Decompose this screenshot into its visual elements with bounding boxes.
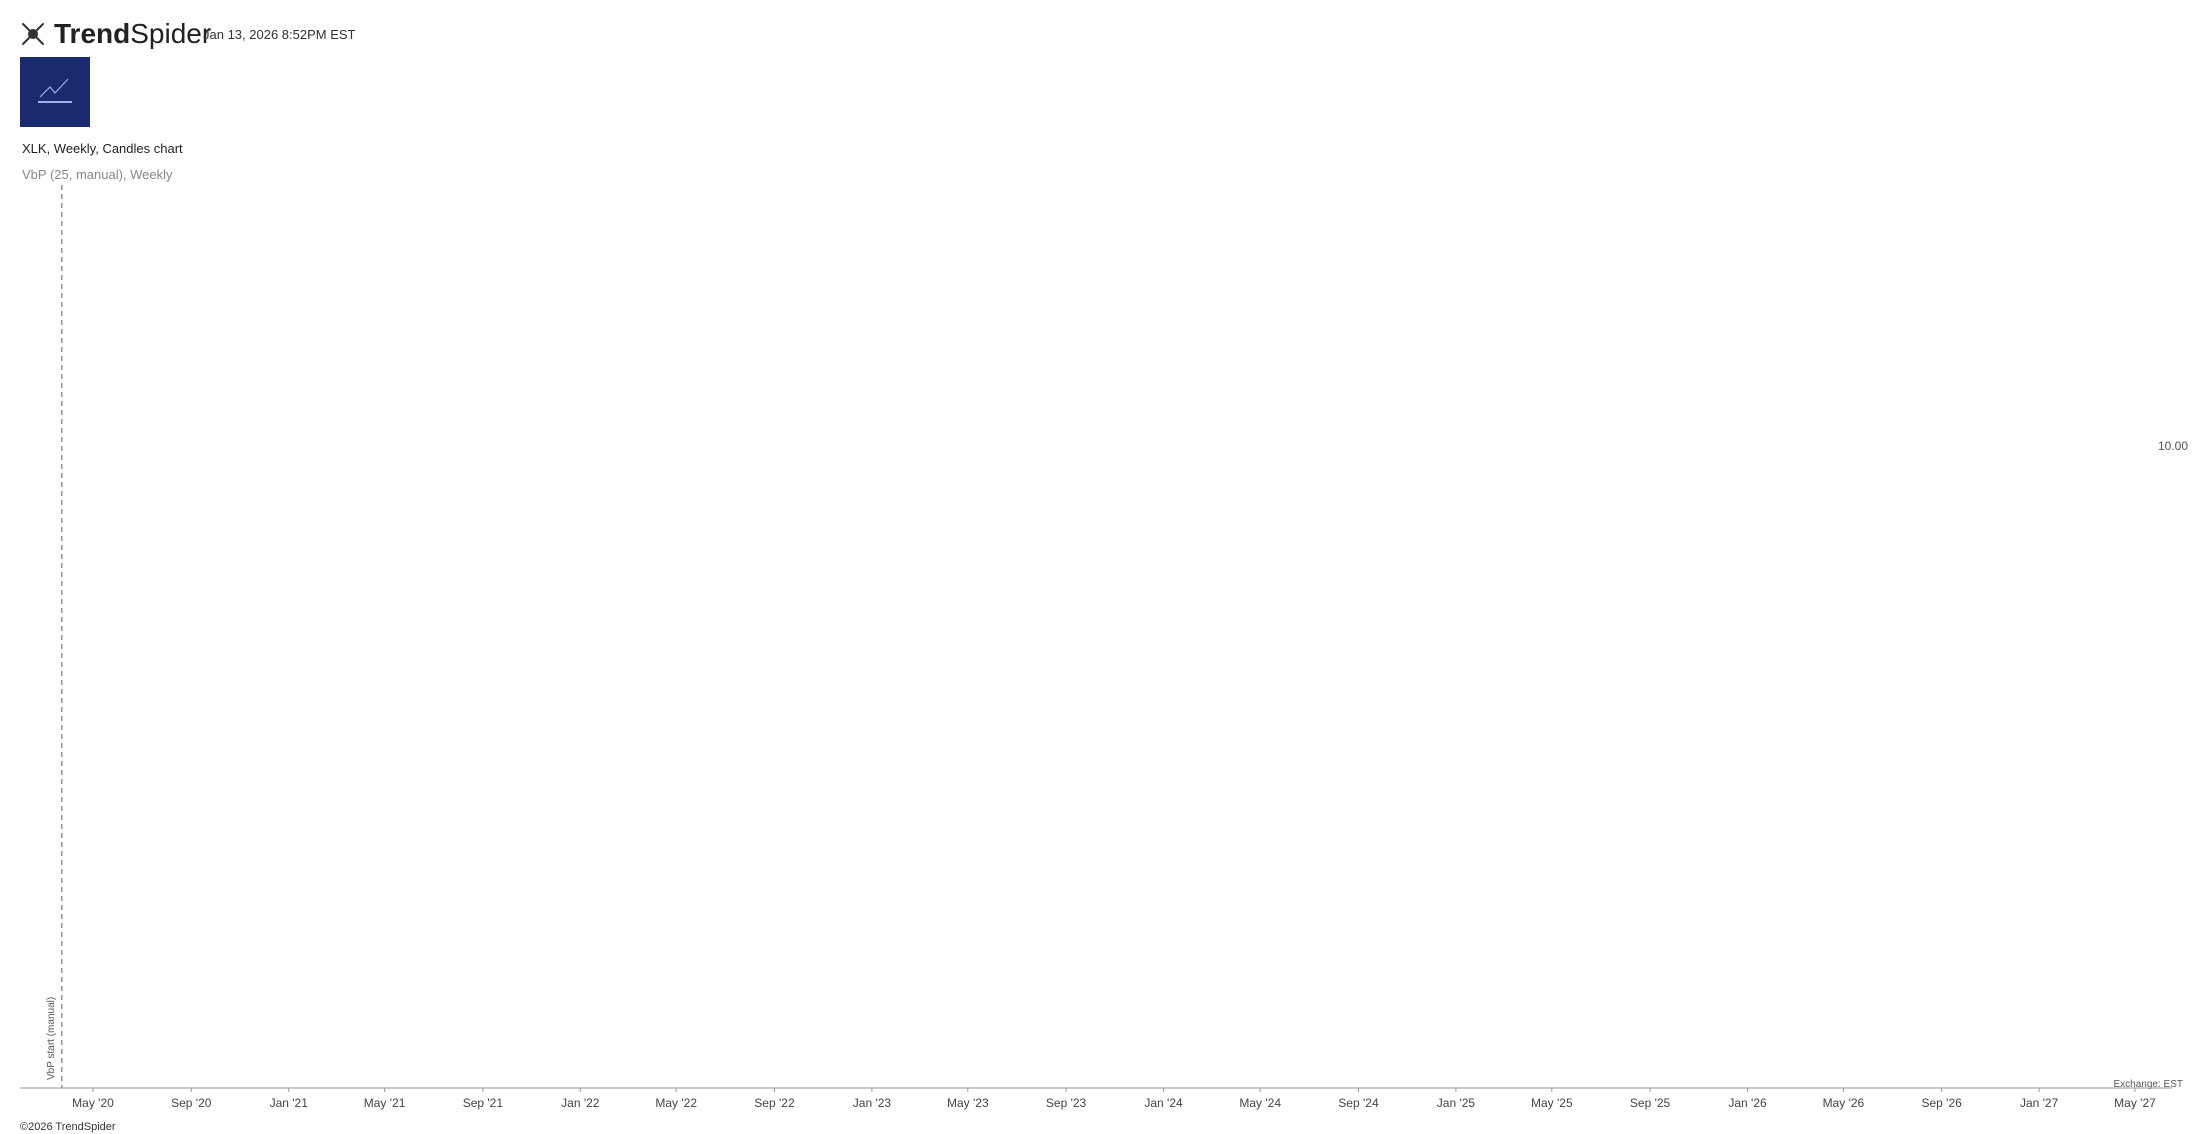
- spider-icon: [22, 23, 44, 45]
- indicator-title[interactable]: VbP (25, manual), Weekly: [22, 167, 173, 182]
- x-tick-label: Jan '25: [1437, 1096, 1476, 1110]
- x-tick-label: Jan '21: [270, 1096, 309, 1110]
- brand-bold: Trend: [54, 18, 131, 49]
- x-tick-label: May '24: [1239, 1096, 1281, 1110]
- x-tick-label: Jan '26: [1728, 1096, 1767, 1110]
- x-tick-label: Sep '24: [1338, 1096, 1379, 1110]
- x-tick-label: May '20: [72, 1096, 114, 1110]
- x-tick-label: May '23: [947, 1096, 989, 1110]
- x-axis: May '20 Sep '20 Jan '21 May '21 Sep '21 Jan '…: [72, 1088, 2156, 1110]
- x-tick-label: Sep '22: [754, 1096, 795, 1110]
- x-tick-label: Sep '25: [1630, 1096, 1671, 1110]
- x-tick-label: May '21: [364, 1096, 406, 1110]
- copyright: ©2026 TrendSpider: [20, 1121, 116, 1133]
- x-tick-label: Sep '23: [1046, 1096, 1087, 1110]
- x-tick-label: Sep '20: [171, 1096, 212, 1110]
- chart-datetime: Jan 13, 2026 8:52PM EST: [203, 27, 356, 42]
- x-tick-label: May '27: [2114, 1096, 2156, 1110]
- x-tick-label: May '25: [1531, 1096, 1573, 1110]
- vbp-start-label: VbP start (manual): [46, 997, 57, 1080]
- exchange-label: Exchange: EST: [2113, 1079, 2183, 1090]
- x-tick-label: Jan '23: [853, 1096, 892, 1110]
- x-tick-label: Jan '24: [1144, 1096, 1183, 1110]
- brand-logo: TrendSpider: [20, 18, 211, 50]
- y-axis: 10.0020.0030.0040.0050.0060.0070.0080.00…: [2158, 439, 2188, 453]
- x-tick-label: Sep '26: [1922, 1096, 1963, 1110]
- x-tick-label: May '26: [1823, 1096, 1865, 1110]
- x-tick-label: May '22: [655, 1096, 697, 1110]
- logo-mark-icon: [20, 57, 90, 127]
- x-tick-label: Jan '27: [2020, 1096, 2059, 1110]
- symbol-title[interactable]: XLK, Weekly, Candles chart: [22, 141, 183, 156]
- x-tick-label: Sep '21: [463, 1096, 504, 1110]
- publisher-logo: [20, 57, 90, 127]
- x-tick-label: Jan '22: [561, 1096, 600, 1110]
- y-tick-label: 10.00: [2158, 439, 2188, 453]
- brand-thin: Spider: [130, 18, 212, 49]
